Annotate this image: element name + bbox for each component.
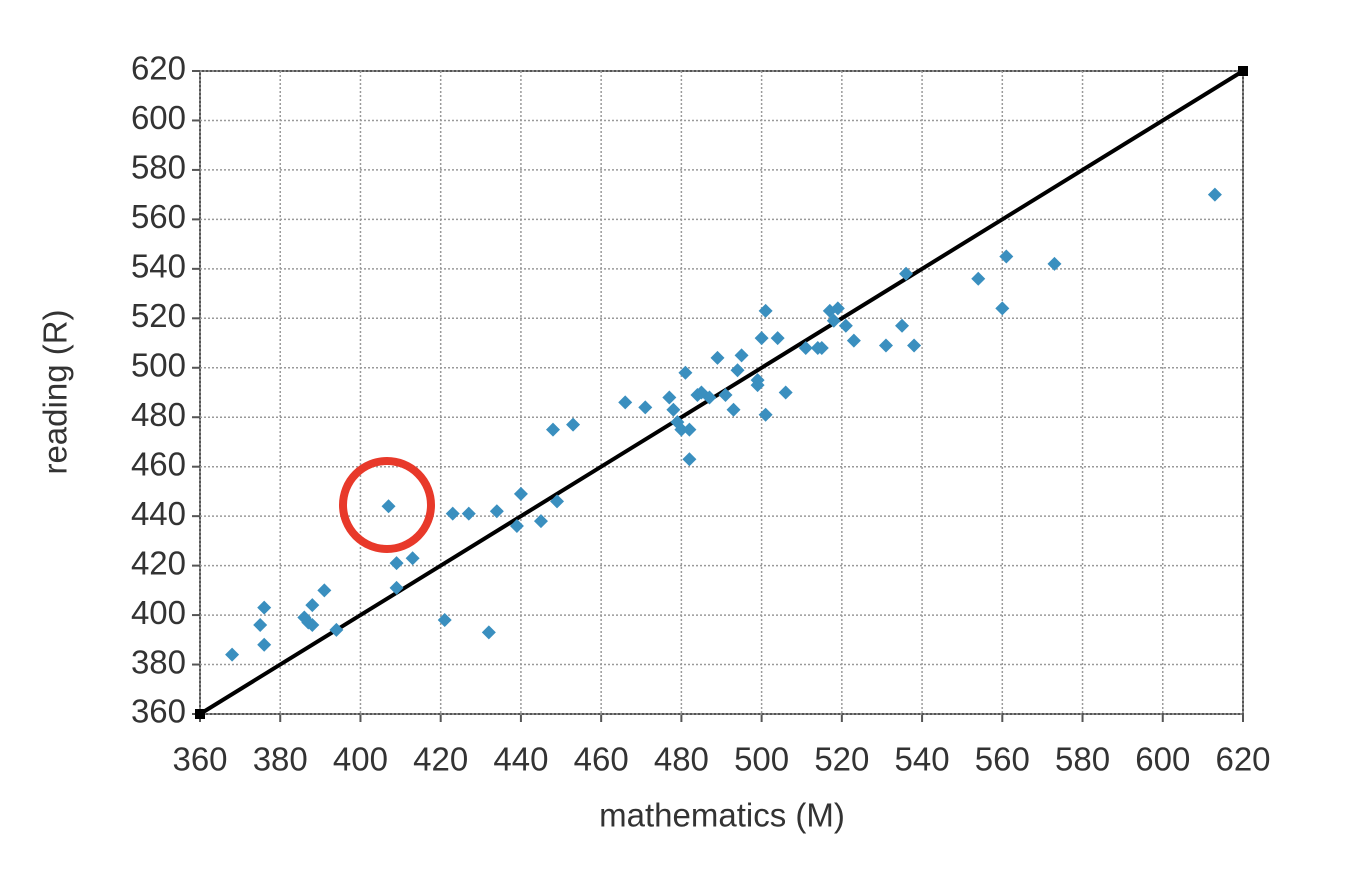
x-axis-label: mathematics (M) bbox=[599, 797, 845, 834]
point bbox=[389, 580, 404, 595]
point bbox=[481, 625, 496, 640]
point bbox=[770, 331, 785, 346]
point bbox=[1207, 187, 1222, 202]
point bbox=[830, 301, 845, 316]
y-tick-label: 540 bbox=[131, 248, 186, 285]
point bbox=[814, 340, 829, 355]
highlight-circle bbox=[339, 457, 435, 553]
point bbox=[730, 363, 745, 378]
x-tick-label: 520 bbox=[814, 741, 869, 778]
point bbox=[513, 486, 528, 501]
point bbox=[754, 331, 769, 346]
point bbox=[662, 390, 677, 405]
x-tick-label: 620 bbox=[1215, 741, 1270, 778]
y-tick-label: 420 bbox=[131, 544, 186, 581]
point bbox=[533, 514, 548, 529]
point bbox=[445, 506, 460, 521]
y-tick-label: 380 bbox=[131, 643, 186, 680]
x-tick-label: 500 bbox=[734, 741, 789, 778]
y-tick-label: 480 bbox=[131, 396, 186, 433]
point bbox=[1047, 256, 1062, 271]
y-tick-label: 620 bbox=[131, 50, 186, 87]
point bbox=[666, 402, 681, 417]
point bbox=[758, 407, 773, 422]
x-tick-label: 420 bbox=[413, 741, 468, 778]
point bbox=[389, 556, 404, 571]
point bbox=[461, 506, 476, 521]
point bbox=[758, 303, 773, 318]
x-tick-label: 360 bbox=[172, 741, 227, 778]
y-tick-label: 560 bbox=[131, 198, 186, 235]
point bbox=[674, 422, 689, 437]
point bbox=[734, 348, 749, 363]
x-tick-label: 400 bbox=[333, 741, 388, 778]
y-tick-label: 600 bbox=[131, 99, 186, 136]
point bbox=[878, 338, 893, 353]
y-tick-label: 440 bbox=[131, 495, 186, 532]
y-tick-label: 360 bbox=[131, 693, 186, 730]
y-tick-label: 520 bbox=[131, 297, 186, 334]
y-tick-label: 400 bbox=[131, 594, 186, 631]
point bbox=[566, 417, 581, 432]
point bbox=[971, 271, 986, 286]
y-tick-label: 460 bbox=[131, 445, 186, 482]
point bbox=[798, 340, 813, 355]
point bbox=[907, 338, 922, 353]
point bbox=[778, 385, 793, 400]
point bbox=[489, 504, 504, 519]
point bbox=[702, 390, 717, 405]
point bbox=[750, 378, 765, 393]
point bbox=[618, 395, 633, 410]
point bbox=[437, 613, 452, 628]
x-tick-label: 460 bbox=[574, 741, 629, 778]
point bbox=[638, 400, 653, 415]
reference-end bbox=[195, 709, 205, 719]
point bbox=[678, 365, 693, 380]
point bbox=[225, 647, 240, 662]
point bbox=[846, 333, 861, 348]
y-axis-label: reading (R) bbox=[37, 309, 74, 474]
point bbox=[899, 266, 914, 281]
point bbox=[329, 622, 344, 637]
x-tick-label: 540 bbox=[895, 741, 950, 778]
x-tick-label: 600 bbox=[1135, 741, 1190, 778]
point bbox=[995, 301, 1010, 316]
x-tick-label: 440 bbox=[493, 741, 548, 778]
point bbox=[838, 318, 853, 333]
point bbox=[550, 494, 565, 509]
point bbox=[826, 313, 841, 328]
point bbox=[257, 600, 272, 615]
point bbox=[718, 387, 733, 402]
point bbox=[895, 318, 910, 333]
point bbox=[546, 422, 561, 437]
point bbox=[710, 350, 725, 365]
point bbox=[381, 499, 396, 514]
point bbox=[682, 422, 697, 437]
point bbox=[509, 519, 524, 534]
y-tick-label: 500 bbox=[131, 346, 186, 383]
x-tick-label: 380 bbox=[253, 741, 308, 778]
point bbox=[317, 583, 332, 598]
x-tick-label: 580 bbox=[1055, 741, 1110, 778]
reference-end bbox=[1238, 66, 1248, 76]
point bbox=[253, 617, 268, 632]
y-tick-label: 580 bbox=[131, 149, 186, 186]
point bbox=[305, 617, 320, 632]
point bbox=[999, 249, 1014, 264]
point bbox=[305, 598, 320, 613]
x-tick-label: 480 bbox=[654, 741, 709, 778]
point bbox=[726, 402, 741, 417]
point bbox=[257, 637, 272, 652]
point bbox=[682, 452, 697, 467]
x-tick-label: 560 bbox=[975, 741, 1030, 778]
point bbox=[405, 551, 420, 566]
